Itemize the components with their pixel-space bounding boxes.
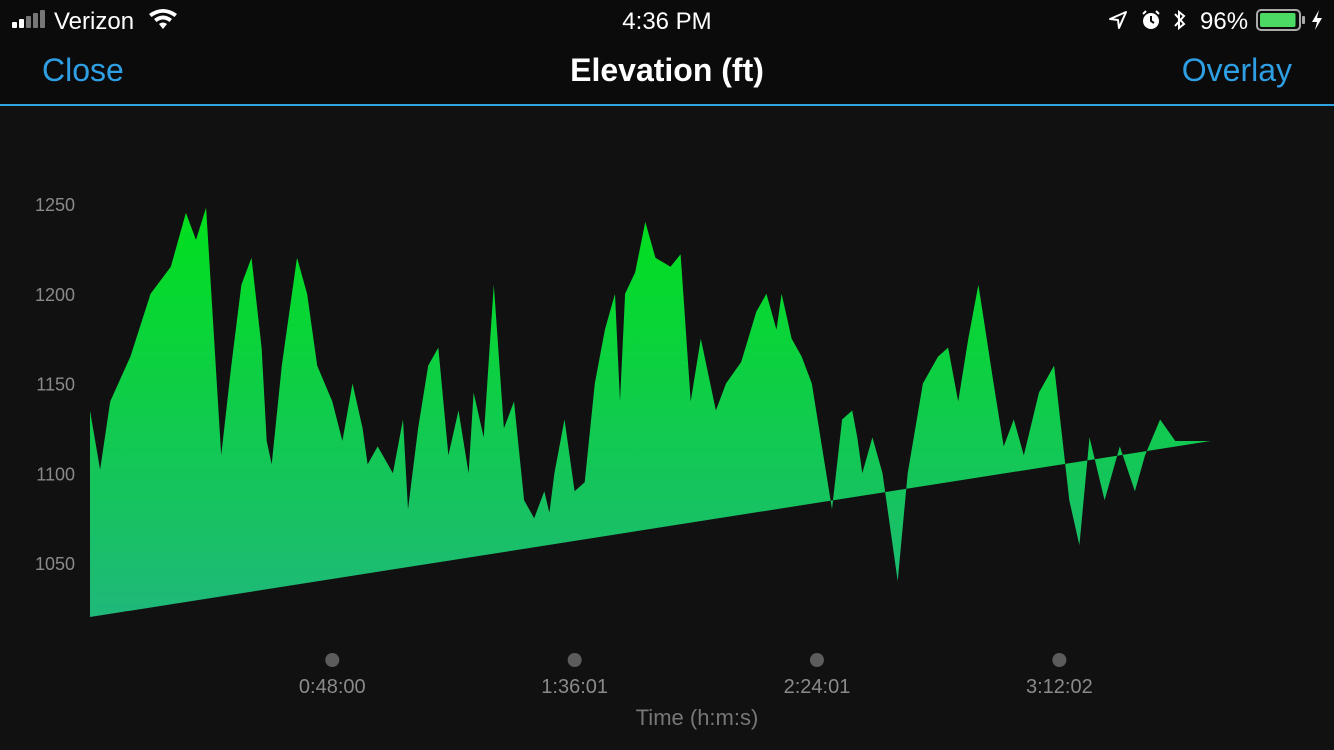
battery-percent: 96% bbox=[1200, 8, 1249, 35]
x-tick-marker bbox=[567, 653, 582, 667]
y-tick-label: 1250 bbox=[35, 195, 75, 215]
elevation-area-series bbox=[90, 207, 1211, 617]
navigation-bar: Close Elevation (ft) Overlay bbox=[0, 40, 1334, 106]
charging-icon bbox=[1312, 10, 1322, 30]
x-tick-marker bbox=[325, 653, 340, 667]
page-title: Elevation (ft) bbox=[570, 52, 764, 88]
close-button[interactable]: Close bbox=[42, 52, 124, 88]
x-tick-label: 2:24:01 bbox=[784, 676, 851, 698]
y-tick-label: 1200 bbox=[35, 285, 75, 305]
clock: 4:36 PM bbox=[622, 8, 712, 35]
x-axis-label: Time (h:m:s) bbox=[636, 705, 759, 730]
x-tick-marker bbox=[809, 653, 824, 667]
carrier-name: Verizon bbox=[54, 8, 135, 35]
status-bar: Verizon 4:36 PM 96% bbox=[0, 0, 1334, 40]
location-icon bbox=[1109, 11, 1127, 29]
y-tick-label: 1100 bbox=[36, 464, 75, 484]
x-tick-label: 1:36:01 bbox=[541, 676, 608, 698]
bluetooth-icon bbox=[1174, 9, 1186, 31]
y-axis: 1050 1100 1150 1200 1250 bbox=[35, 195, 75, 574]
alarm-icon bbox=[1142, 10, 1160, 29]
y-tick-label: 1050 bbox=[35, 554, 75, 574]
elevation-chart: 1050 1100 1150 1200 1250 0:48:00 1:36:01 2:24:… bbox=[35, 195, 1211, 730]
wifi-icon bbox=[149, 9, 177, 29]
x-tick-label: 3:12:02 bbox=[1026, 676, 1093, 698]
y-tick-label: 1150 bbox=[36, 375, 75, 395]
x-tick-marker bbox=[1052, 653, 1067, 667]
x-tick-label: 0:48:00 bbox=[299, 676, 366, 698]
overlay-button[interactable]: Overlay bbox=[1181, 52, 1292, 88]
x-axis: 0:48:00 1:36:01 2:24:01 3:12:02 bbox=[299, 653, 1093, 698]
battery-icon bbox=[1256, 9, 1305, 31]
